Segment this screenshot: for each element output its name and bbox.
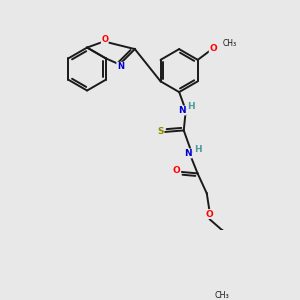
Text: O: O (206, 210, 214, 219)
Text: H: H (194, 145, 202, 154)
Text: O: O (101, 34, 108, 43)
Text: H: H (188, 102, 195, 111)
Text: CH₃: CH₃ (215, 291, 230, 300)
Text: O: O (173, 166, 181, 175)
Text: N: N (184, 149, 192, 158)
Text: S: S (158, 128, 164, 136)
Text: N: N (117, 62, 124, 71)
Text: CH₃: CH₃ (222, 39, 236, 48)
Text: N: N (178, 106, 186, 115)
Text: O: O (209, 44, 217, 53)
